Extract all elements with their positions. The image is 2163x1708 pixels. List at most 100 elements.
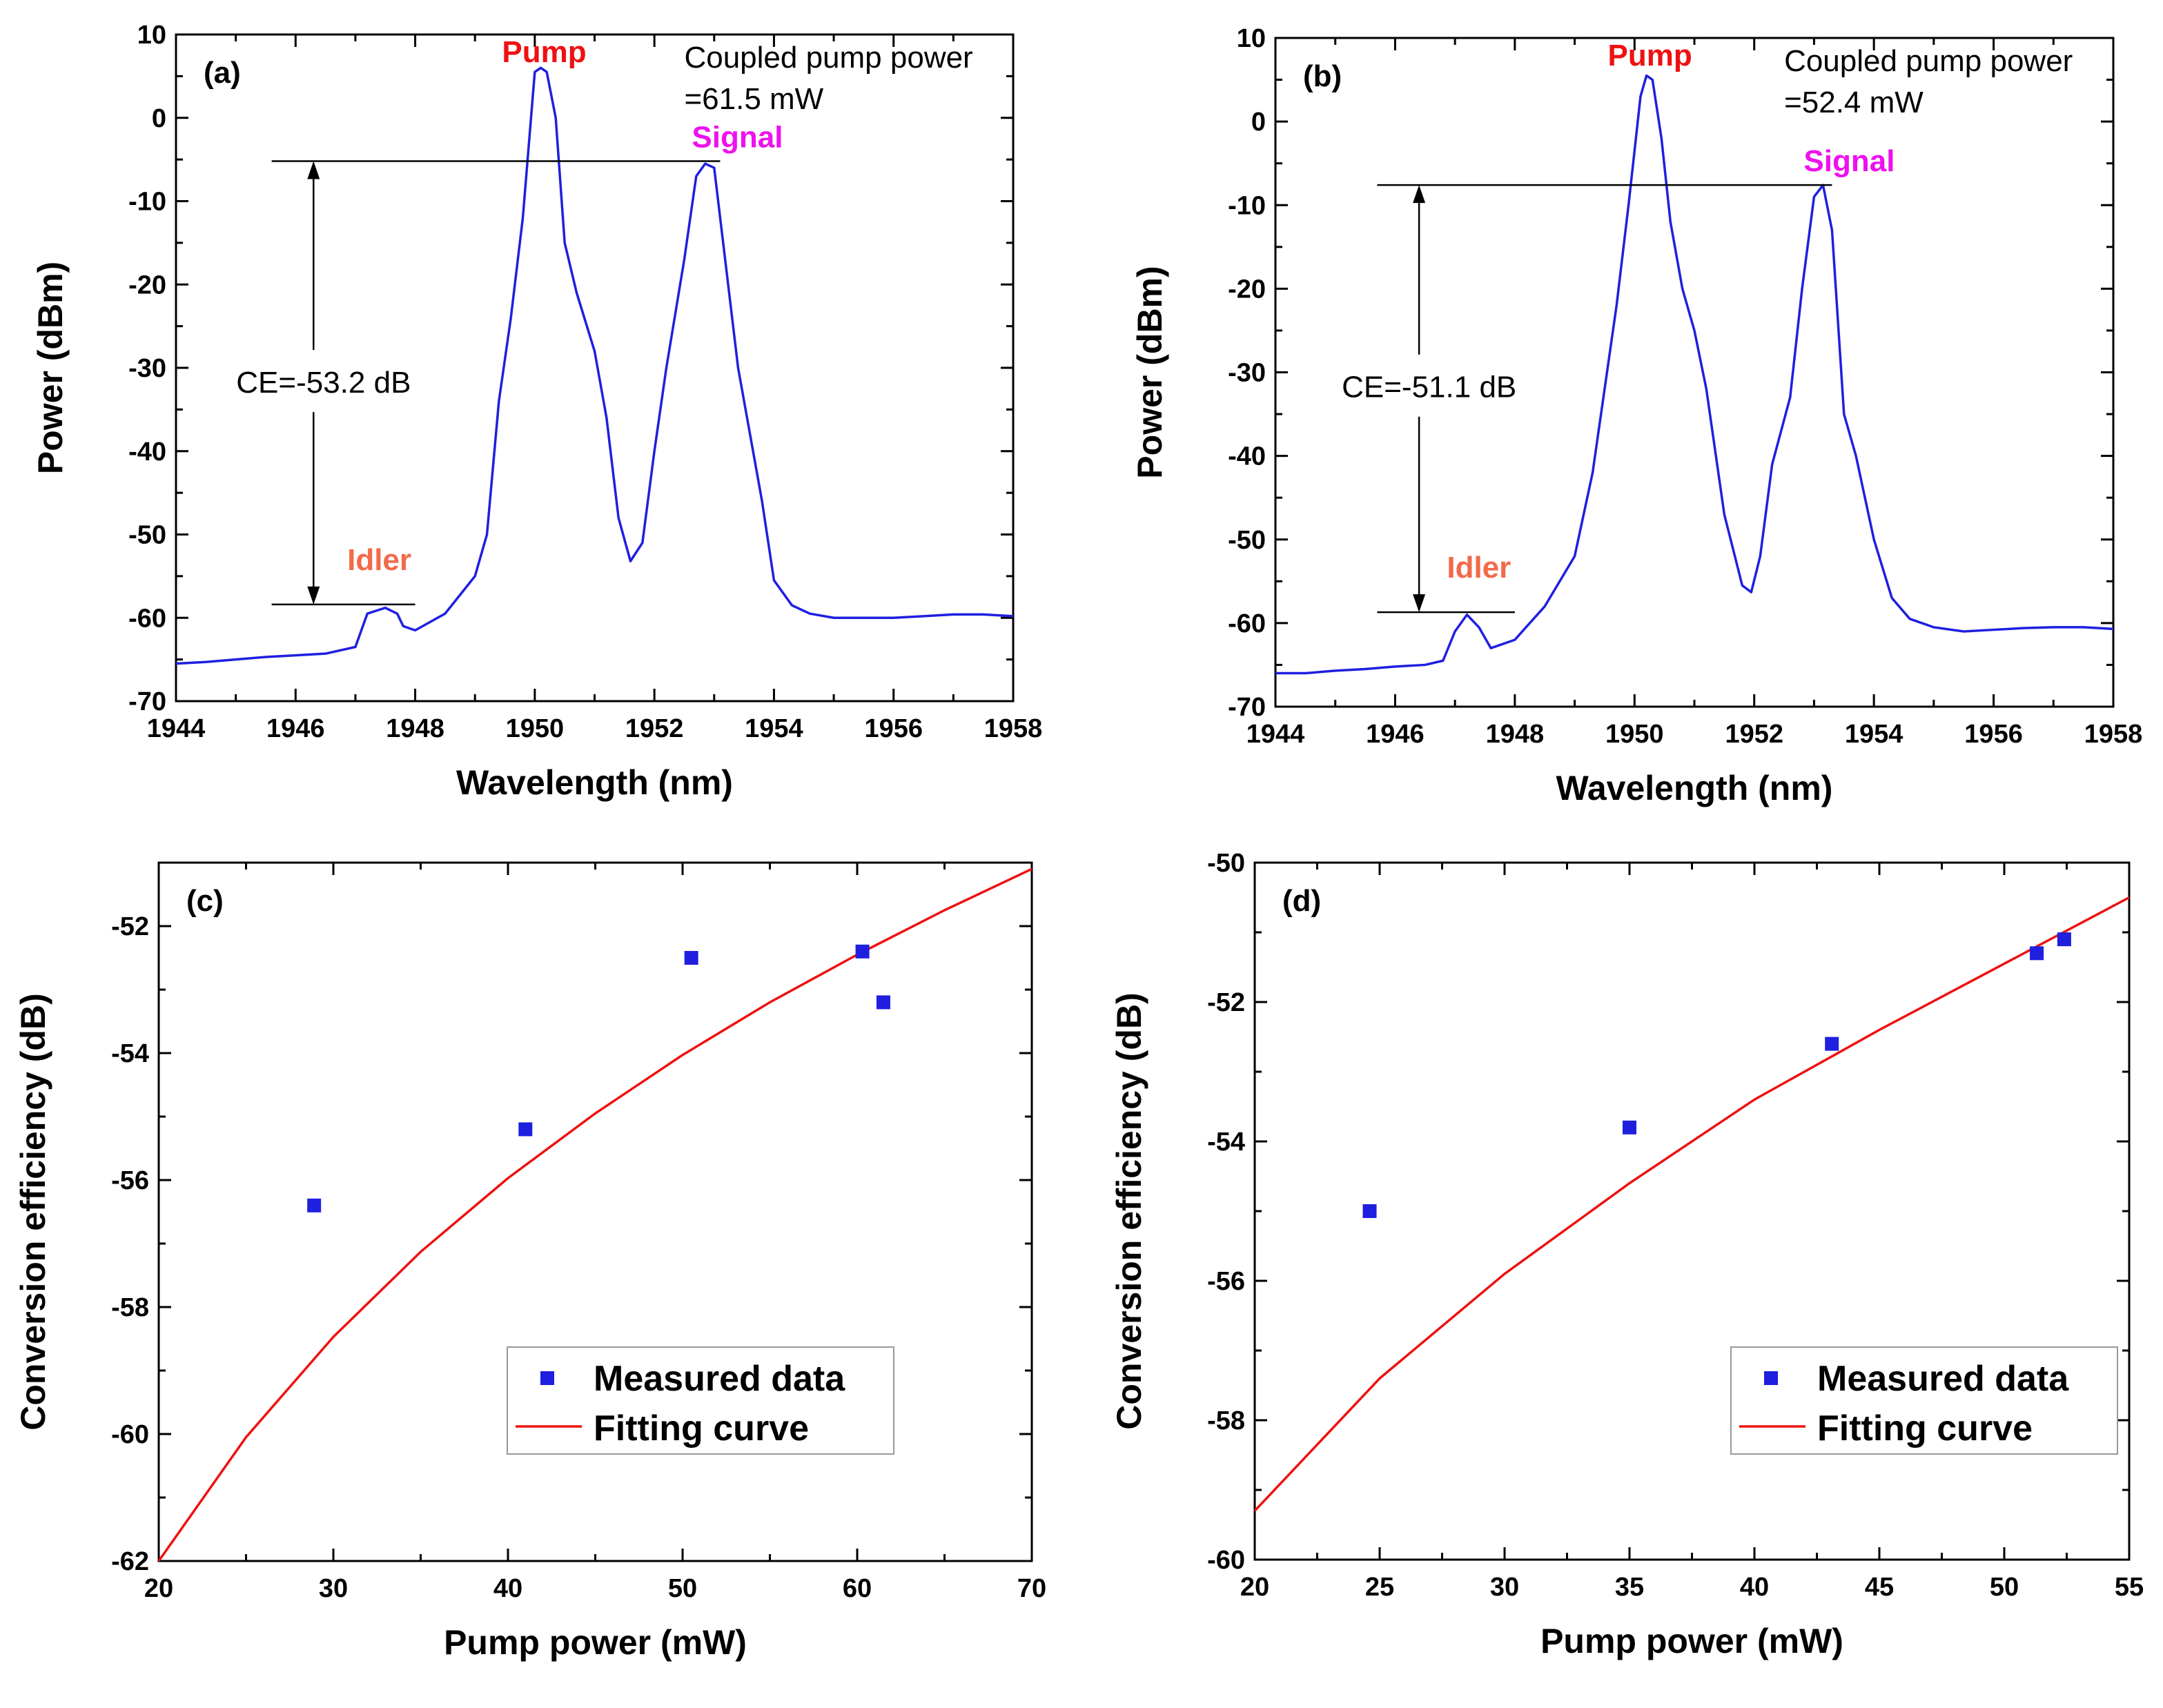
fit-curve: [157, 867, 1032, 1562]
measured-point: [1825, 1037, 1839, 1051]
signal-label: Signal: [692, 121, 783, 155]
panel-c: 20 30 40 50 60 70 -52 -54 -56 -58 -60 -62 Pump power…: [14, 861, 1046, 1662]
fit-curve: [1253, 896, 2130, 1512]
y-tick-label: -40: [128, 438, 166, 467]
panel-d: 20 25 30 35 40 45 50 55 -50 -52 -54 -56 -58 -60 Pump p…: [1110, 849, 2144, 1660]
measured-point: [1362, 1204, 1377, 1218]
panel-label: (a): [204, 56, 241, 90]
y-tick-label: 10: [137, 21, 166, 50]
y-tick-label: -50: [1228, 526, 1266, 555]
y-tick-label: -54: [111, 1039, 149, 1068]
x-tick-label: 20: [1240, 1573, 1269, 1602]
plot-frame: [157, 861, 1033, 1562]
coupled-power-value: =61.5 mW: [684, 82, 823, 116]
spectrum-line: [175, 66, 1014, 665]
y-tick-label: -60: [1207, 1546, 1245, 1575]
x-tick-label: 30: [1490, 1573, 1519, 1602]
x-axis-title: Pump power (mW): [1540, 1622, 1843, 1660]
measured-point: [876, 995, 890, 1010]
x-tick-label: 35: [1615, 1573, 1644, 1602]
panel-label: (c): [186, 884, 224, 918]
x-tick-label: 50: [668, 1574, 697, 1603]
y-tick-label: -20: [128, 271, 166, 300]
idler-label: Idler: [347, 543, 411, 577]
x-tick-label: 1952: [1725, 720, 1783, 749]
y-tick-label: -56: [1207, 1267, 1245, 1296]
y-tick-label: 10: [1237, 24, 1266, 53]
measured-point: [684, 951, 698, 965]
ce-arrow-head-down: [1413, 594, 1426, 613]
ce-label: CE=-51.1 dB: [1342, 371, 1516, 404]
pump-label: Pump: [1608, 39, 1692, 72]
x-tick-label: 25: [1365, 1573, 1394, 1602]
spectrum-line: [1275, 74, 2114, 675]
panel-b: 1944 1946 1948 1950 1952 1954 1956 1958 10 0 -10 -2…: [1131, 24, 2142, 807]
x-tick-label: 1958: [984, 714, 1043, 743]
y-tick-label: -70: [1228, 693, 1266, 722]
x-tick-label: 1954: [745, 714, 803, 743]
ce-arrow-head-up: [1413, 185, 1426, 204]
y-tick-label: -40: [1228, 442, 1266, 471]
x-tick-label: 1950: [506, 714, 565, 743]
x-tick-label: 1956: [864, 714, 923, 743]
y-tick-label: -62: [111, 1547, 149, 1576]
x-tick-label: 70: [1017, 1574, 1046, 1603]
x-tick-label: 30: [319, 1574, 348, 1603]
y-axis-title: Conversion efficiency (dB): [1110, 992, 1148, 1429]
x-tick-label: 1952: [625, 714, 684, 743]
x-tick-label: 1950: [1605, 720, 1664, 749]
idler-label: Idler: [1447, 551, 1511, 585]
panel-label: (b): [1303, 59, 1342, 93]
ce-arrow-head-up: [307, 161, 320, 179]
y-axis-title: Power (dBm): [1131, 266, 1169, 478]
y-tick-label: -52: [1207, 988, 1245, 1017]
y-tick-label: 0: [1251, 108, 1266, 137]
x-tick-label: 1948: [1486, 720, 1545, 749]
legend-measured-marker: [1764, 1371, 1778, 1385]
y-tick-label: -30: [1228, 359, 1266, 388]
y-tick-label: -56: [111, 1166, 149, 1195]
legend-box: [507, 1346, 894, 1455]
x-tick-label: 40: [493, 1574, 522, 1603]
measured-point: [307, 1198, 322, 1213]
panel-a: 1944 1946 1948 1950 1952 1954 1956 1958 10 0 -10 -2…: [31, 21, 1042, 802]
legend-measured-label: Measured data: [594, 1359, 845, 1399]
x-axis-title: Wavelength (nm): [456, 763, 733, 802]
y-tick-label: -54: [1207, 1128, 1245, 1157]
x-tick-label: 55: [2115, 1573, 2144, 1602]
coupled-power-value: =52.4 mW: [1784, 86, 1924, 119]
legend-measured-label: Measured data: [1817, 1359, 2069, 1399]
y-tick-label: -30: [128, 354, 166, 383]
x-tick-label: 20: [144, 1574, 173, 1603]
legend-fit-label: Fitting curve: [594, 1408, 809, 1449]
coupled-power-label: Coupled pump power: [684, 41, 972, 75]
signal-label: Signal: [1803, 144, 1895, 178]
x-tick-label: 1944: [1246, 720, 1305, 749]
panel-label: (d): [1282, 884, 1321, 918]
measured-point: [2030, 946, 2044, 961]
y-tick-label: -60: [111, 1420, 149, 1449]
measured-point: [1623, 1120, 1636, 1135]
x-tick-label: 1948: [386, 714, 444, 743]
y-tick-label: -60: [1228, 609, 1266, 638]
x-tick-label: 60: [843, 1574, 872, 1603]
y-tick-label: -58: [111, 1293, 149, 1322]
x-axis-title: Pump power (mW): [444, 1623, 747, 1662]
y-tick-label: -50: [128, 521, 166, 550]
legend-measured-marker: [540, 1371, 554, 1385]
ce-arrow-head-down: [307, 586, 320, 605]
measured-point: [2057, 932, 2071, 947]
y-tick-label: -60: [128, 604, 166, 633]
legend-box: [1730, 1346, 2118, 1455]
y-tick-label: -70: [128, 687, 166, 716]
measured-point: [855, 944, 870, 959]
coupled-power-label: Coupled pump power: [1784, 44, 2073, 78]
y-axis-title: Conversion efficiency (dB): [14, 993, 52, 1430]
x-tick-label: 1946: [266, 714, 325, 743]
x-tick-label: 50: [1990, 1573, 2019, 1602]
y-tick-label: -50: [1207, 849, 1245, 878]
y-tick-label: -58: [1207, 1406, 1245, 1435]
x-tick-label: 1956: [1964, 720, 2023, 749]
measured-point: [518, 1122, 533, 1137]
x-tick-label: 1944: [147, 714, 206, 743]
